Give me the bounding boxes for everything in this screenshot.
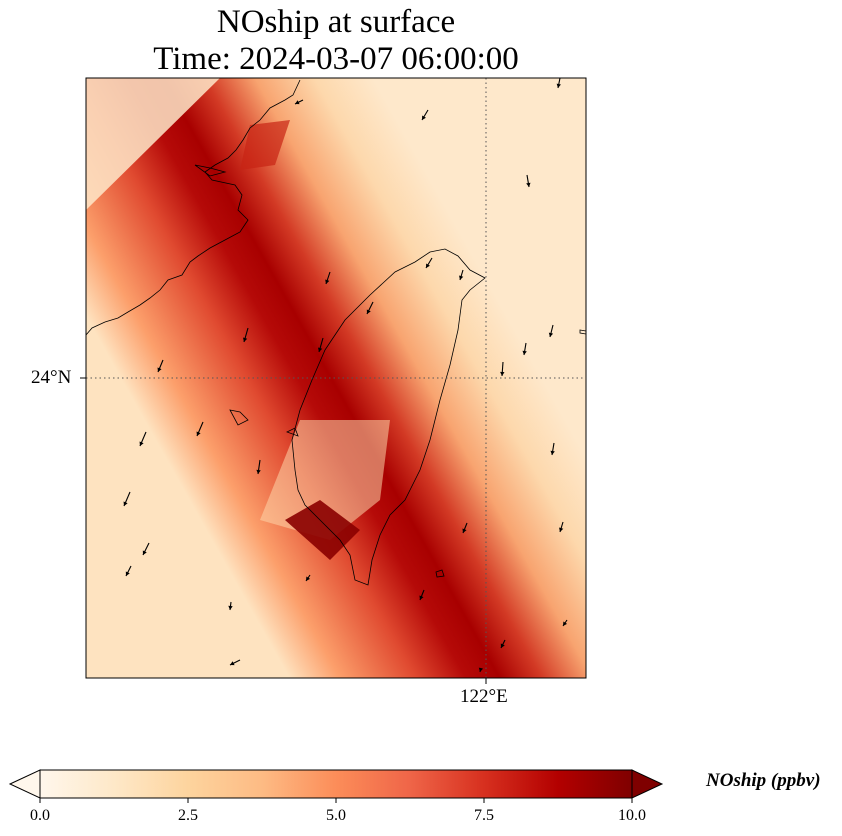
wind-arrow-head [422,115,426,120]
wind-arrow-head [548,332,554,337]
latitude-label: 24°N [31,367,72,388]
longitude-label: 122°E [460,686,508,707]
coastlines [86,79,586,586]
colorbar-ticks [39,798,633,803]
wind-arrow-head [142,550,147,555]
wind-arrow-head [228,605,233,610]
wind-arrow-head [242,337,248,342]
wind-arrow-head [478,667,484,672]
colorbar-bar [39,769,633,799]
kaohsiung-hotspot [285,500,360,560]
wind-vectors [123,78,568,673]
concentration-field [86,78,586,678]
nw-low-area [86,78,220,210]
wind-arrow-head [196,431,201,436]
wind-arrow-head [256,469,261,474]
coastal-hotspot [240,120,290,170]
taiwan-low-area [260,420,390,540]
wind-arrow-head [306,576,311,581]
colorbar-extend-max [631,769,664,799]
wind-arrow-head [230,661,235,666]
map-title: NOship at surface [216,4,456,40]
wind-arrow-head [317,347,323,352]
wind-arrow-head [295,100,300,105]
taiwan-coastline [291,248,486,586]
wind-arrow-head [426,263,430,268]
wind-arrow-head [526,182,531,187]
wind-arrow-head [366,309,371,314]
china-coastline [86,79,301,336]
colorbar-tick-label: 2.5 [178,807,198,824]
plume-field [86,78,586,678]
wind-arrow-head [125,571,130,576]
wind-arrow-head [556,83,561,88]
colorbar-label: NOship (ppbv) [706,770,821,791]
wind-arrow-head [563,621,568,626]
colorbar-tick-label: 10.0 [618,807,646,824]
colorbar [8,769,664,803]
colorbar-tick-label: 0.0 [30,807,50,824]
wind-arrow-head [325,279,330,284]
wind-arrow-head [500,643,505,648]
wind-arrow-head [139,441,144,446]
wind-arrow-head [550,450,555,455]
wind-arrow-head [559,527,564,532]
wind-arrow-head [157,367,162,372]
colorbar-tick-label: 7.5 [474,807,494,824]
wind-arrow-head [522,350,527,355]
wind-arrow-head [123,501,128,506]
wind-arrow-head [462,528,467,533]
map-canvas [80,77,587,684]
china-coast-islands [194,164,586,578]
wind-arrow-head [500,371,505,376]
map-subtitle-time: Time: 2024-03-07 06:00:00 [153,41,519,77]
colorbar-extend-min [8,769,41,799]
wind-arrow-head [419,595,424,600]
colorbar-tick-label: 5.0 [326,807,346,824]
wind-arrow-head [459,275,464,280]
